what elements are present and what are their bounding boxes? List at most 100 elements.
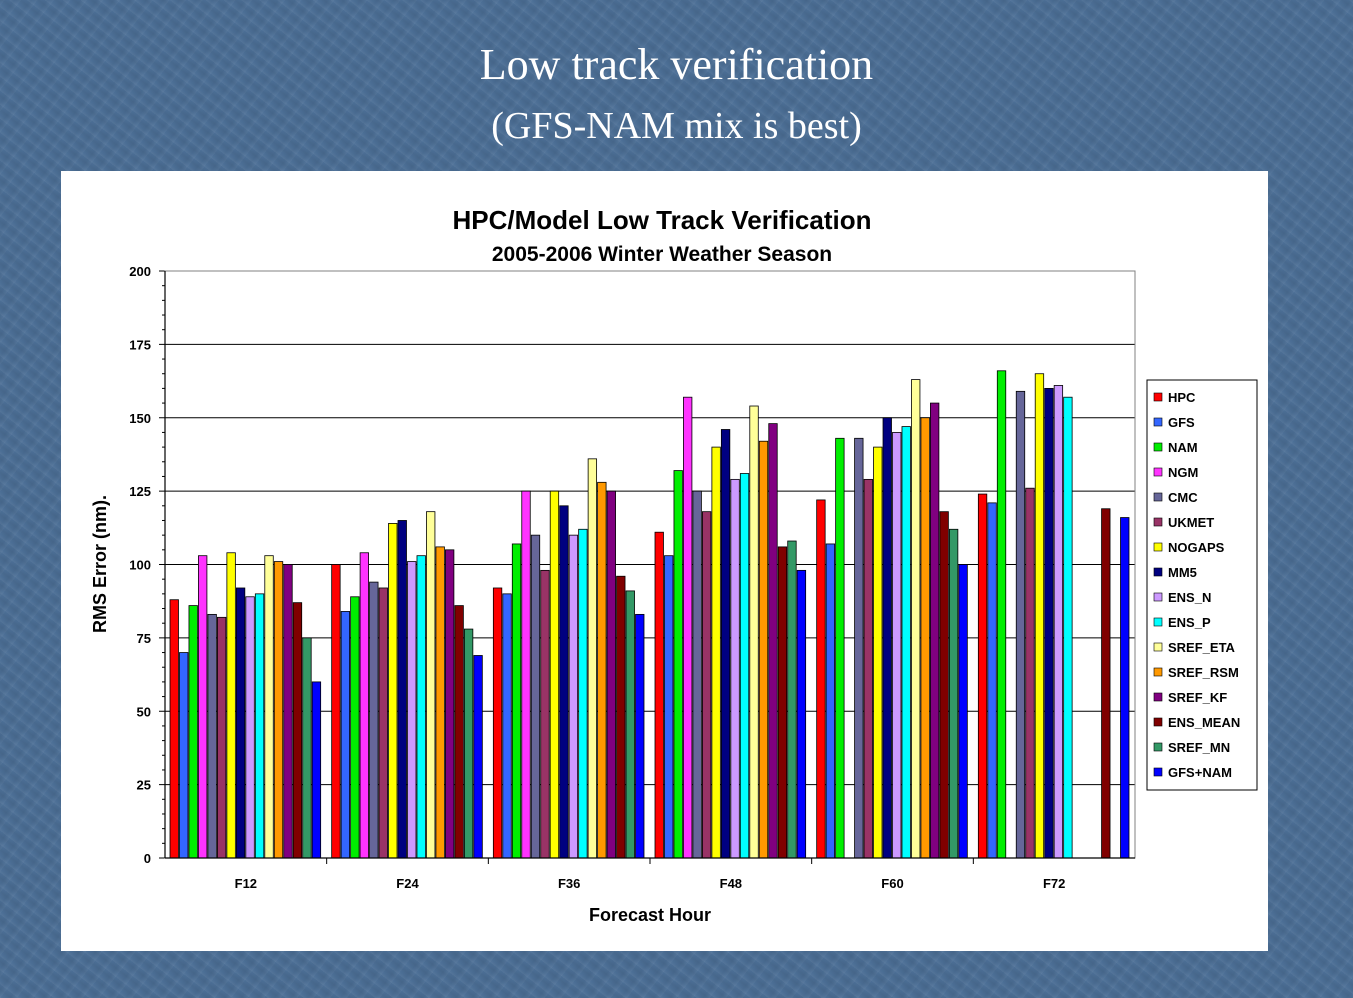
bar (331, 564, 341, 859)
bar (863, 478, 873, 859)
legend-swatch (1153, 392, 1163, 402)
bar (511, 543, 522, 859)
bar (245, 596, 255, 859)
y-tick-label: 125 (129, 484, 151, 499)
bar (816, 499, 826, 859)
bar (892, 432, 902, 859)
bar (920, 417, 930, 859)
legend-swatch (1153, 667, 1163, 677)
bar (559, 505, 569, 859)
bar (930, 402, 940, 859)
slide-subtitle: (GFS-NAM mix is best) (491, 105, 862, 147)
bar (606, 490, 616, 859)
bar (749, 405, 759, 859)
y-tick-label: 175 (129, 337, 151, 352)
y-tick-label: 25 (137, 778, 151, 793)
bar (568, 534, 579, 859)
bar (179, 652, 189, 859)
chart-title: HPC/Model Low Track Verification (453, 205, 872, 235)
x-tick-label: F36 (558, 876, 580, 891)
legend-label: MM5 (1168, 565, 1197, 580)
slide-title: Low track verification (479, 40, 874, 89)
bar (664, 555, 674, 859)
grid-lines (165, 270, 1135, 786)
bar (235, 587, 246, 859)
y-tick-label: 100 (129, 558, 151, 573)
bar (207, 613, 217, 859)
y-tick-label: 50 (137, 704, 151, 719)
bar (273, 561, 284, 859)
bar (787, 540, 797, 859)
bar (654, 531, 664, 859)
bar (901, 426, 911, 859)
bar (407, 561, 417, 859)
legend-label: NGM (1168, 465, 1198, 480)
bar (777, 546, 788, 859)
bar (264, 555, 274, 859)
bar (502, 593, 512, 859)
legend-swatch (1153, 492, 1163, 502)
legend-label: SREF_MN (1168, 740, 1230, 755)
legend-label: ENS_N (1168, 590, 1211, 605)
bar (597, 481, 607, 859)
bar (587, 458, 598, 859)
bar (1053, 385, 1064, 859)
legend-label: ENS_P (1168, 615, 1211, 630)
x-tick-label: F60 (881, 876, 903, 891)
bar (882, 417, 892, 859)
bar (283, 564, 293, 859)
legend-label: SREF_RSM (1168, 665, 1239, 680)
bar (720, 429, 731, 859)
bar (254, 593, 265, 859)
bar (549, 490, 560, 859)
bar (454, 605, 464, 859)
bar (683, 396, 693, 859)
legend-swatch (1153, 692, 1163, 702)
bar (625, 590, 635, 859)
axes: 0 25 50 75 100 125 150 175 200 F12 F24 F36 F48 F60 F72 (129, 264, 1136, 891)
bar (521, 490, 531, 859)
bar (616, 575, 626, 859)
bar-chart: HPC/Model Low Track Verification 2005-20… (90, 205, 1258, 925)
bar (340, 611, 351, 859)
bar (873, 446, 883, 859)
bar (426, 511, 436, 859)
x-tick-label: F48 (720, 876, 742, 891)
bar (397, 520, 407, 859)
bar (1101, 508, 1111, 859)
bar (311, 681, 322, 859)
bar (977, 493, 988, 859)
x-tick-label: F12 (235, 876, 257, 891)
bar (730, 478, 740, 859)
bar (378, 587, 388, 859)
y-axis-label: RMS Error (nm). (90, 495, 110, 633)
legend-label: HPC (1168, 390, 1196, 405)
legend-swatch (1153, 442, 1163, 452)
bar (825, 543, 836, 859)
chart-subtitle: 2005-2006 Winter Weather Season (492, 243, 832, 266)
bar (739, 473, 750, 859)
legend-swatch (1153, 592, 1163, 602)
legend-swatch (1153, 567, 1163, 577)
x-axis-label: Forecast Hour (589, 905, 711, 925)
bar (948, 528, 959, 859)
bar (226, 552, 236, 859)
bar (1120, 517, 1130, 859)
bar (578, 528, 588, 859)
legend-box (1146, 379, 1258, 791)
bar (768, 423, 778, 859)
bar (758, 440, 769, 859)
legend-label: NAM (1168, 440, 1198, 455)
bar (198, 555, 208, 859)
bar (473, 655, 483, 859)
legend-label: GFS+NAM (1168, 765, 1232, 780)
bar (388, 523, 398, 859)
bar (711, 446, 721, 859)
bar (673, 470, 683, 859)
bar (854, 437, 864, 859)
bar (702, 511, 712, 859)
bar (635, 613, 645, 859)
legend-swatch (1153, 617, 1163, 627)
legend-swatch (1153, 542, 1163, 552)
bar (796, 569, 807, 859)
